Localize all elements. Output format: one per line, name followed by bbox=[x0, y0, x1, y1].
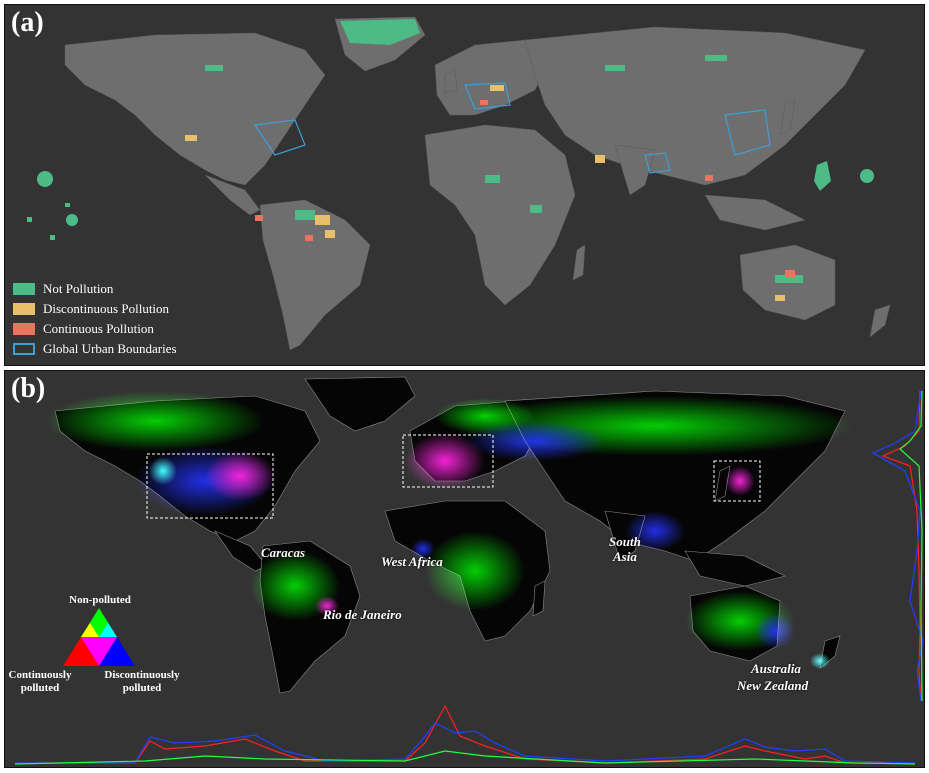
label-australia: Australia bbox=[751, 661, 801, 676]
highlight-boxes bbox=[146, 434, 761, 519]
triangle-label-continuous: Continuously polluted bbox=[5, 669, 75, 695]
legend-label-continuous: Continuous Pollution bbox=[43, 321, 154, 336]
triangle-label-discontinuous-1: Discontinuously bbox=[104, 669, 180, 681]
panel-b-map: (b) bbox=[4, 370, 925, 768]
continuous-pollution-areas bbox=[255, 100, 795, 278]
triangle-label-discontinuous: Discontinuously polluted bbox=[97, 669, 187, 695]
box-north-america bbox=[146, 453, 274, 519]
panel-a-label: (a) bbox=[11, 7, 44, 38]
label-south-asia-line1: South bbox=[609, 534, 641, 549]
swatch-urban bbox=[13, 343, 35, 355]
latitude-profile bbox=[871, 390, 924, 702]
swatch-continuous bbox=[13, 323, 35, 335]
triangle-label-continuous-1: Continuously bbox=[8, 669, 72, 681]
label-south-asia-line2: Asia bbox=[612, 549, 637, 564]
triangle-label-continuous-2: polluted bbox=[20, 682, 60, 694]
legend-item-discontinuous: Discontinuous Pollution bbox=[13, 299, 177, 319]
panel-a-legend: Not Pollution Discontinuous Pollution Co… bbox=[13, 279, 177, 359]
swatch-not-pollution bbox=[13, 283, 35, 295]
box-japan bbox=[713, 460, 761, 502]
label-new-zealand: New Zealand bbox=[737, 678, 809, 693]
label-rio: Rio de Janeiro bbox=[323, 607, 402, 622]
legend-label-discontinuous: Discontinuous Pollution bbox=[43, 301, 170, 316]
longitude-profile bbox=[14, 704, 916, 765]
box-europe bbox=[402, 434, 494, 488]
triangle-cyan bbox=[99, 623, 117, 637]
triangle-yellow bbox=[81, 623, 99, 637]
not-pollution-areas bbox=[27, 19, 874, 283]
urban-boundaries bbox=[253, 82, 771, 174]
legend-label-urban: Global Urban Boundaries bbox=[43, 341, 177, 356]
triangle-label-non-polluted: Non-polluted bbox=[69, 594, 131, 606]
legend-item-not-pollution: Not Pollution bbox=[13, 279, 177, 299]
panel-a-map: (a) bbox=[4, 4, 925, 366]
triangle-bottom-left-red bbox=[63, 637, 99, 666]
triangle-label-discontinuous-2: polluted bbox=[122, 682, 162, 694]
legend-item-continuous: Continuous Pollution bbox=[13, 319, 177, 339]
label-west-africa: West Africa bbox=[381, 554, 443, 569]
triangle-bottom-right-blue bbox=[99, 637, 135, 666]
swatch-discontinuous bbox=[13, 303, 35, 315]
label-caracas: Caracas bbox=[261, 545, 306, 560]
triangle-center-magenta bbox=[81, 637, 117, 666]
panel-b-rgb-map bbox=[14, 376, 924, 765]
rgb-triangle-legend bbox=[63, 608, 135, 666]
legend-item-urban: Global Urban Boundaries bbox=[13, 339, 177, 359]
legend-label-not-pollution: Not Pollution bbox=[43, 281, 114, 296]
panel-b-label: (b) bbox=[11, 373, 46, 404]
pollution-density-overlay bbox=[45, 391, 855, 669]
label-south-asia: South Asia bbox=[609, 534, 641, 564]
landmass-a bbox=[64, 16, 891, 351]
discontinuous-pollution-areas bbox=[185, 85, 785, 301]
panel-a-world-map bbox=[27, 16, 891, 351]
